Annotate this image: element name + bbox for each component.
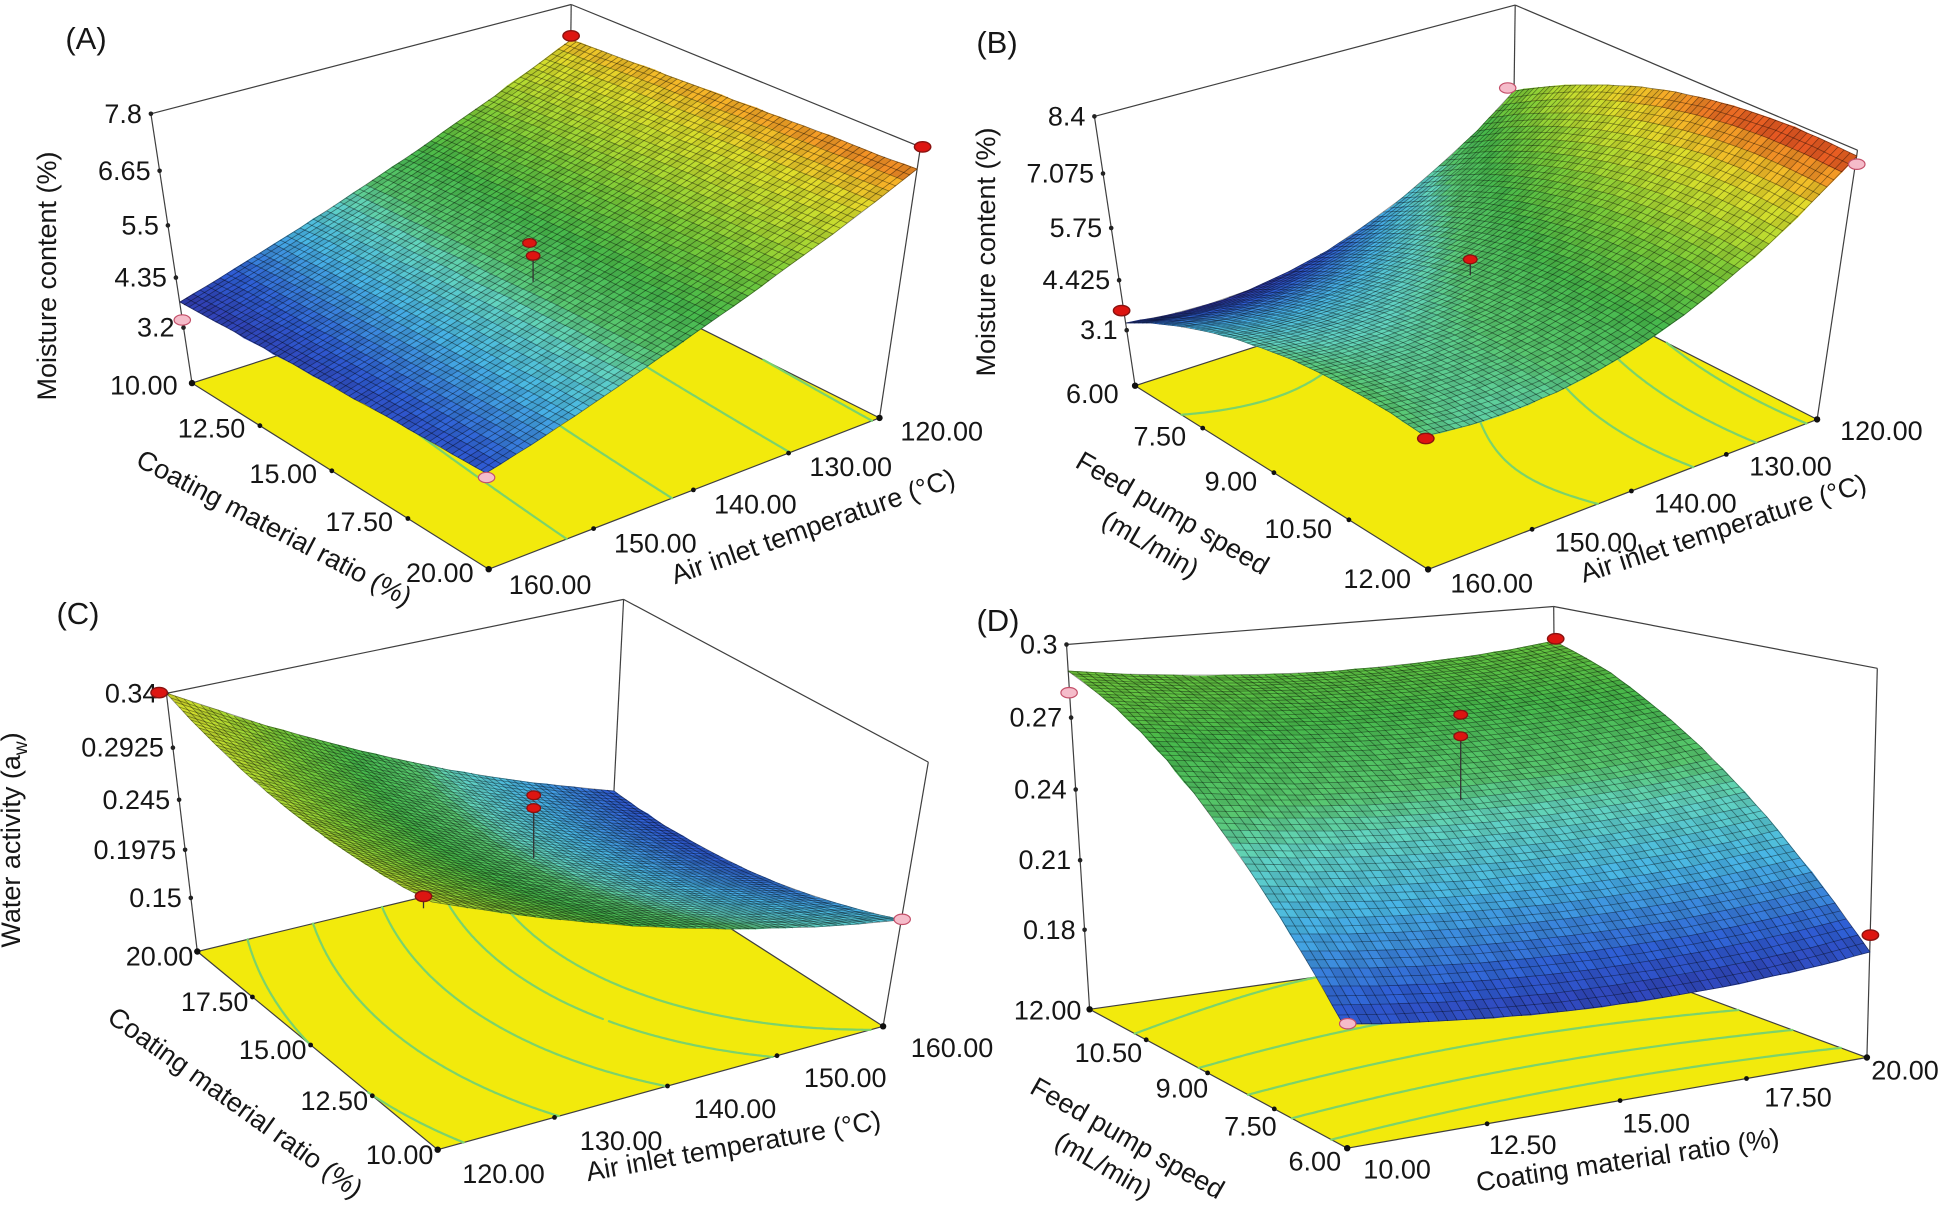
svg-text:15.00: 15.00 [1622,1108,1690,1138]
svg-text:7.075: 7.075 [1026,159,1094,189]
svg-text:0.18: 0.18 [1023,915,1076,945]
svg-text:3.1: 3.1 [1080,315,1118,345]
svg-text:5.75: 5.75 [1050,213,1103,243]
svg-text:160.00: 160.00 [911,1033,994,1063]
svg-text:150.00: 150.00 [614,529,697,559]
svg-text:6.00: 6.00 [1066,379,1119,409]
svg-text:0.27: 0.27 [1010,703,1063,733]
svg-text:130.00: 130.00 [809,452,892,482]
svg-text:0.24: 0.24 [1014,775,1067,805]
svg-text:15.00: 15.00 [249,459,317,489]
svg-text:10.00: 10.00 [1363,1155,1431,1185]
svg-text:9.00: 9.00 [1205,467,1258,497]
svg-text:3.2: 3.2 [137,313,175,343]
svg-text:120.00: 120.00 [1840,416,1923,446]
svg-text:12.00: 12.00 [1343,564,1411,594]
svg-text:150.00: 150.00 [1555,528,1638,558]
svg-text:6.00: 6.00 [1289,1146,1342,1176]
svg-text:130.00: 130.00 [1749,452,1832,482]
svg-text:17.50: 17.50 [181,987,249,1017]
svg-text:4.425: 4.425 [1043,265,1111,295]
svg-text:(B): (B) [976,25,1017,60]
svg-text:20.00: 20.00 [1871,1056,1939,1086]
svg-text:(C): (C) [56,596,99,631]
svg-text:140.00: 140.00 [694,1094,777,1124]
svg-text:7.50: 7.50 [1134,422,1187,452]
svg-text:Moisture content (%): Moisture content (%) [32,151,62,400]
svg-text:12.50: 12.50 [178,414,246,444]
svg-text:140.00: 140.00 [1654,489,1737,519]
svg-text:20.00: 20.00 [406,558,474,588]
svg-text:0.15: 0.15 [129,883,182,913]
svg-text:160.00: 160.00 [509,570,592,600]
svg-text:10.00: 10.00 [366,1140,434,1170]
svg-text:12.50: 12.50 [301,1086,369,1116]
svg-text:140.00: 140.00 [714,489,797,519]
svg-text:0.34: 0.34 [105,678,158,708]
svg-text:12.50: 12.50 [1489,1130,1557,1160]
svg-text:17.50: 17.50 [1764,1083,1832,1113]
svg-text:12.00: 12.00 [1014,995,1082,1025]
svg-text:(A): (A) [65,21,106,56]
svg-text:10.00: 10.00 [110,371,178,401]
svg-text:160.00: 160.00 [1450,568,1533,598]
svg-text:150.00: 150.00 [804,1063,887,1093]
svg-text:8.4: 8.4 [1048,101,1086,131]
svg-text:20.00: 20.00 [126,942,194,972]
svg-text:120.00: 120.00 [462,1159,545,1189]
svg-text:130.00: 130.00 [580,1126,663,1156]
svg-text:7.50: 7.50 [1224,1111,1277,1141]
svg-text:10.50: 10.50 [1075,1038,1143,1068]
svg-text:4.35: 4.35 [114,263,167,293]
svg-text:15.00: 15.00 [239,1035,307,1065]
svg-text:17.50: 17.50 [325,507,393,537]
svg-text:0.245: 0.245 [103,785,171,815]
svg-text:0.3: 0.3 [1020,630,1058,660]
svg-text:9.00: 9.00 [1156,1073,1209,1103]
svg-text:Moisture content (%): Moisture content (%) [971,127,1001,376]
svg-text:10.50: 10.50 [1264,514,1332,544]
svg-text:120.00: 120.00 [900,416,983,446]
svg-text:6.65: 6.65 [98,156,151,186]
svg-text:0.2925: 0.2925 [81,733,164,763]
svg-text:0.21: 0.21 [1019,845,1072,875]
svg-text:7.8: 7.8 [104,99,142,129]
svg-text:(D): (D) [976,603,1019,638]
svg-text:5.5: 5.5 [121,210,159,240]
svg-text:0.1975: 0.1975 [94,835,177,865]
